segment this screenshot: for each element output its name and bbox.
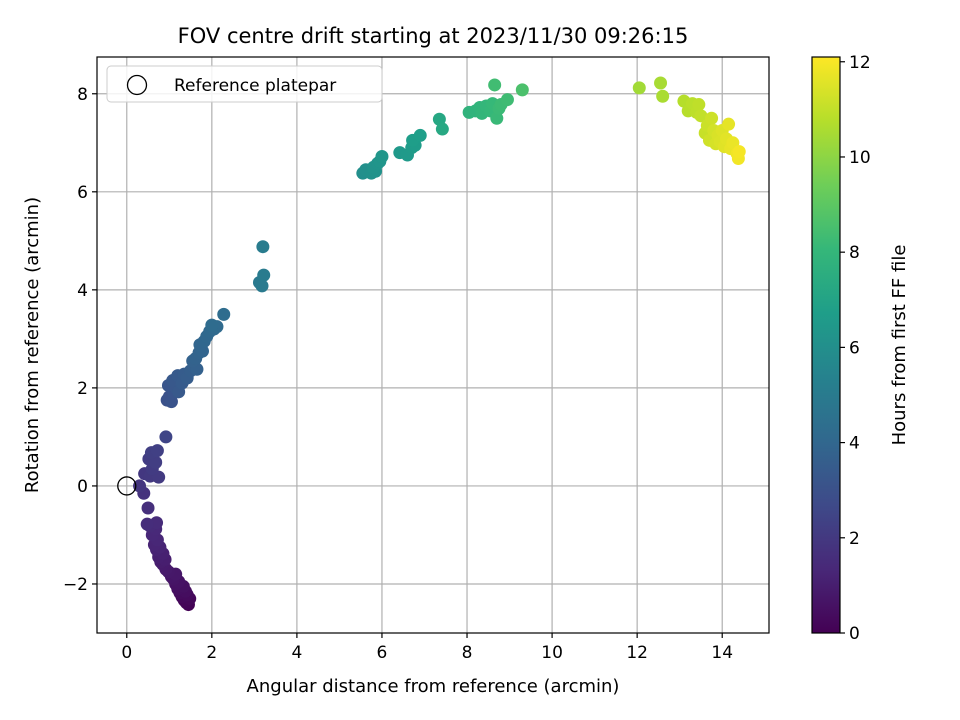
x-tick-label: 0 bbox=[121, 643, 132, 663]
y-axis: −2 0 2 4 6 8 bbox=[63, 85, 97, 595]
x-axis-label: Angular distance from reference (arcmin) bbox=[247, 676, 620, 697]
y-tick-label: 0 bbox=[77, 477, 88, 497]
colorbar-ticks: 0 2 4 6 8 10 12 bbox=[840, 53, 871, 644]
data-point bbox=[488, 78, 502, 92]
colorbar-tick-label: 10 bbox=[849, 148, 871, 168]
data-point bbox=[141, 501, 155, 515]
data-point bbox=[632, 81, 646, 95]
data-point bbox=[692, 98, 706, 112]
colorbar-tick-label: 12 bbox=[849, 53, 871, 73]
data-point bbox=[375, 150, 389, 164]
data-point bbox=[255, 279, 269, 293]
x-tick-label: 6 bbox=[377, 643, 388, 663]
data-points bbox=[133, 76, 746, 612]
colorbar-tick-label: 0 bbox=[849, 624, 860, 644]
y-tick-label: 2 bbox=[77, 379, 88, 399]
plot-frame bbox=[96, 56, 770, 634]
data-point bbox=[490, 111, 504, 125]
data-point bbox=[133, 479, 147, 493]
x-tick-label: 10 bbox=[541, 643, 563, 663]
data-point bbox=[654, 76, 668, 90]
x-tick-label: 2 bbox=[206, 643, 217, 663]
data-point bbox=[413, 128, 427, 142]
data-point bbox=[159, 430, 173, 444]
data-point bbox=[256, 240, 270, 254]
data-point bbox=[150, 444, 164, 458]
grid bbox=[97, 57, 769, 633]
y-tick-label: 4 bbox=[77, 281, 88, 301]
data-point bbox=[149, 455, 163, 469]
data-point bbox=[205, 318, 219, 332]
data-point bbox=[432, 112, 446, 126]
chart-title: FOV centre drift starting at 2023/11/30 … bbox=[178, 24, 689, 48]
colorbar: 0 2 4 6 8 10 12 Hours from first FF file bbox=[811, 53, 910, 644]
colorbar-gradient bbox=[811, 56, 841, 634]
x-tick-label: 14 bbox=[711, 643, 733, 663]
legend-box bbox=[106, 65, 383, 103]
data-point bbox=[500, 93, 514, 107]
data-point bbox=[705, 111, 719, 125]
colorbar-tick-label: 8 bbox=[849, 243, 860, 263]
legend-marker bbox=[126, 74, 148, 96]
colorbar-tick-label: 4 bbox=[849, 434, 860, 454]
data-point bbox=[435, 122, 449, 136]
data-point bbox=[140, 517, 154, 531]
y-tick-label: −2 bbox=[63, 575, 88, 595]
x-tick-label: 8 bbox=[462, 643, 473, 663]
legend-label: Reference platepar bbox=[174, 76, 336, 96]
y-tick-label: 8 bbox=[77, 85, 88, 105]
colorbar-tick-label: 6 bbox=[849, 338, 860, 358]
legend: Reference platepar bbox=[106, 65, 383, 103]
x-tick-label: 12 bbox=[626, 643, 648, 663]
data-point bbox=[257, 268, 271, 282]
reference-platepar-marker bbox=[117, 476, 137, 496]
y-tick-label: 6 bbox=[77, 183, 88, 203]
data-point bbox=[722, 117, 736, 131]
x-axis: 0 2 4 6 8 10 12 14 bbox=[121, 633, 733, 663]
data-point bbox=[217, 307, 231, 321]
colorbar-tick-label: 2 bbox=[849, 529, 860, 549]
y-axis-label: Rotation from reference (arcmin) bbox=[22, 197, 43, 493]
data-point bbox=[656, 89, 670, 103]
data-point bbox=[515, 83, 529, 97]
x-tick-label: 4 bbox=[291, 643, 302, 663]
data-point bbox=[732, 145, 746, 159]
colorbar-label: Hours from first FF file bbox=[889, 245, 910, 446]
data-point bbox=[694, 109, 708, 123]
